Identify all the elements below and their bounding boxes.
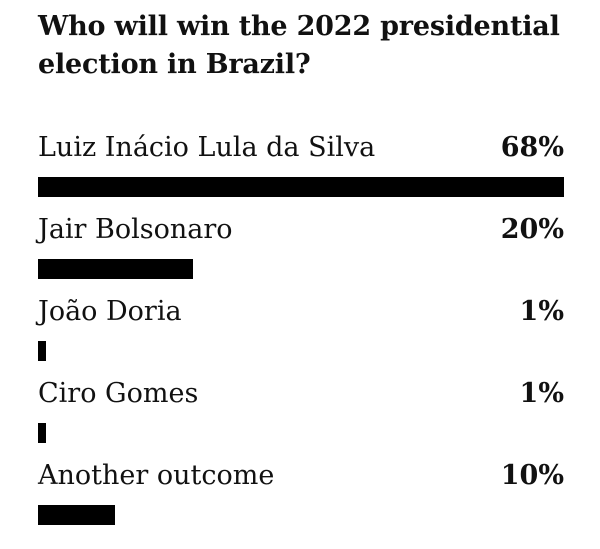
bar-label: João Doria xyxy=(38,296,182,327)
bar-label: Ciro Gomes xyxy=(38,378,199,409)
chart-title: Who will win the 2022 presidential elect… xyxy=(38,11,560,80)
poll-chart: Who will win the 2022 presidential elect… xyxy=(38,0,564,535)
bar-row: João Doria 1% xyxy=(38,295,564,385)
bar-label: Luiz Inácio Lula da Silva xyxy=(38,132,376,163)
bar xyxy=(38,259,193,279)
bar-row: Luiz Inácio Lula da Silva 68% xyxy=(38,131,564,221)
bar-value-label: 68% xyxy=(500,132,564,163)
bar xyxy=(38,423,46,443)
bar xyxy=(38,505,115,525)
bar-label: Jair Bolsonaro xyxy=(38,214,233,245)
bar-value-label: 1% xyxy=(519,378,564,409)
bar-row: Another outcome 10% xyxy=(38,459,564,549)
bar-value-label: 1% xyxy=(519,296,564,327)
bar xyxy=(38,341,46,361)
bar-value-label: 20% xyxy=(500,214,564,245)
bar-row: Ciro Gomes 1% xyxy=(38,377,564,467)
bar-row: Jair Bolsonaro 20% xyxy=(38,213,564,303)
bar-label: Another outcome xyxy=(38,460,275,491)
bar xyxy=(38,177,564,197)
bar-value-label: 10% xyxy=(500,460,564,491)
